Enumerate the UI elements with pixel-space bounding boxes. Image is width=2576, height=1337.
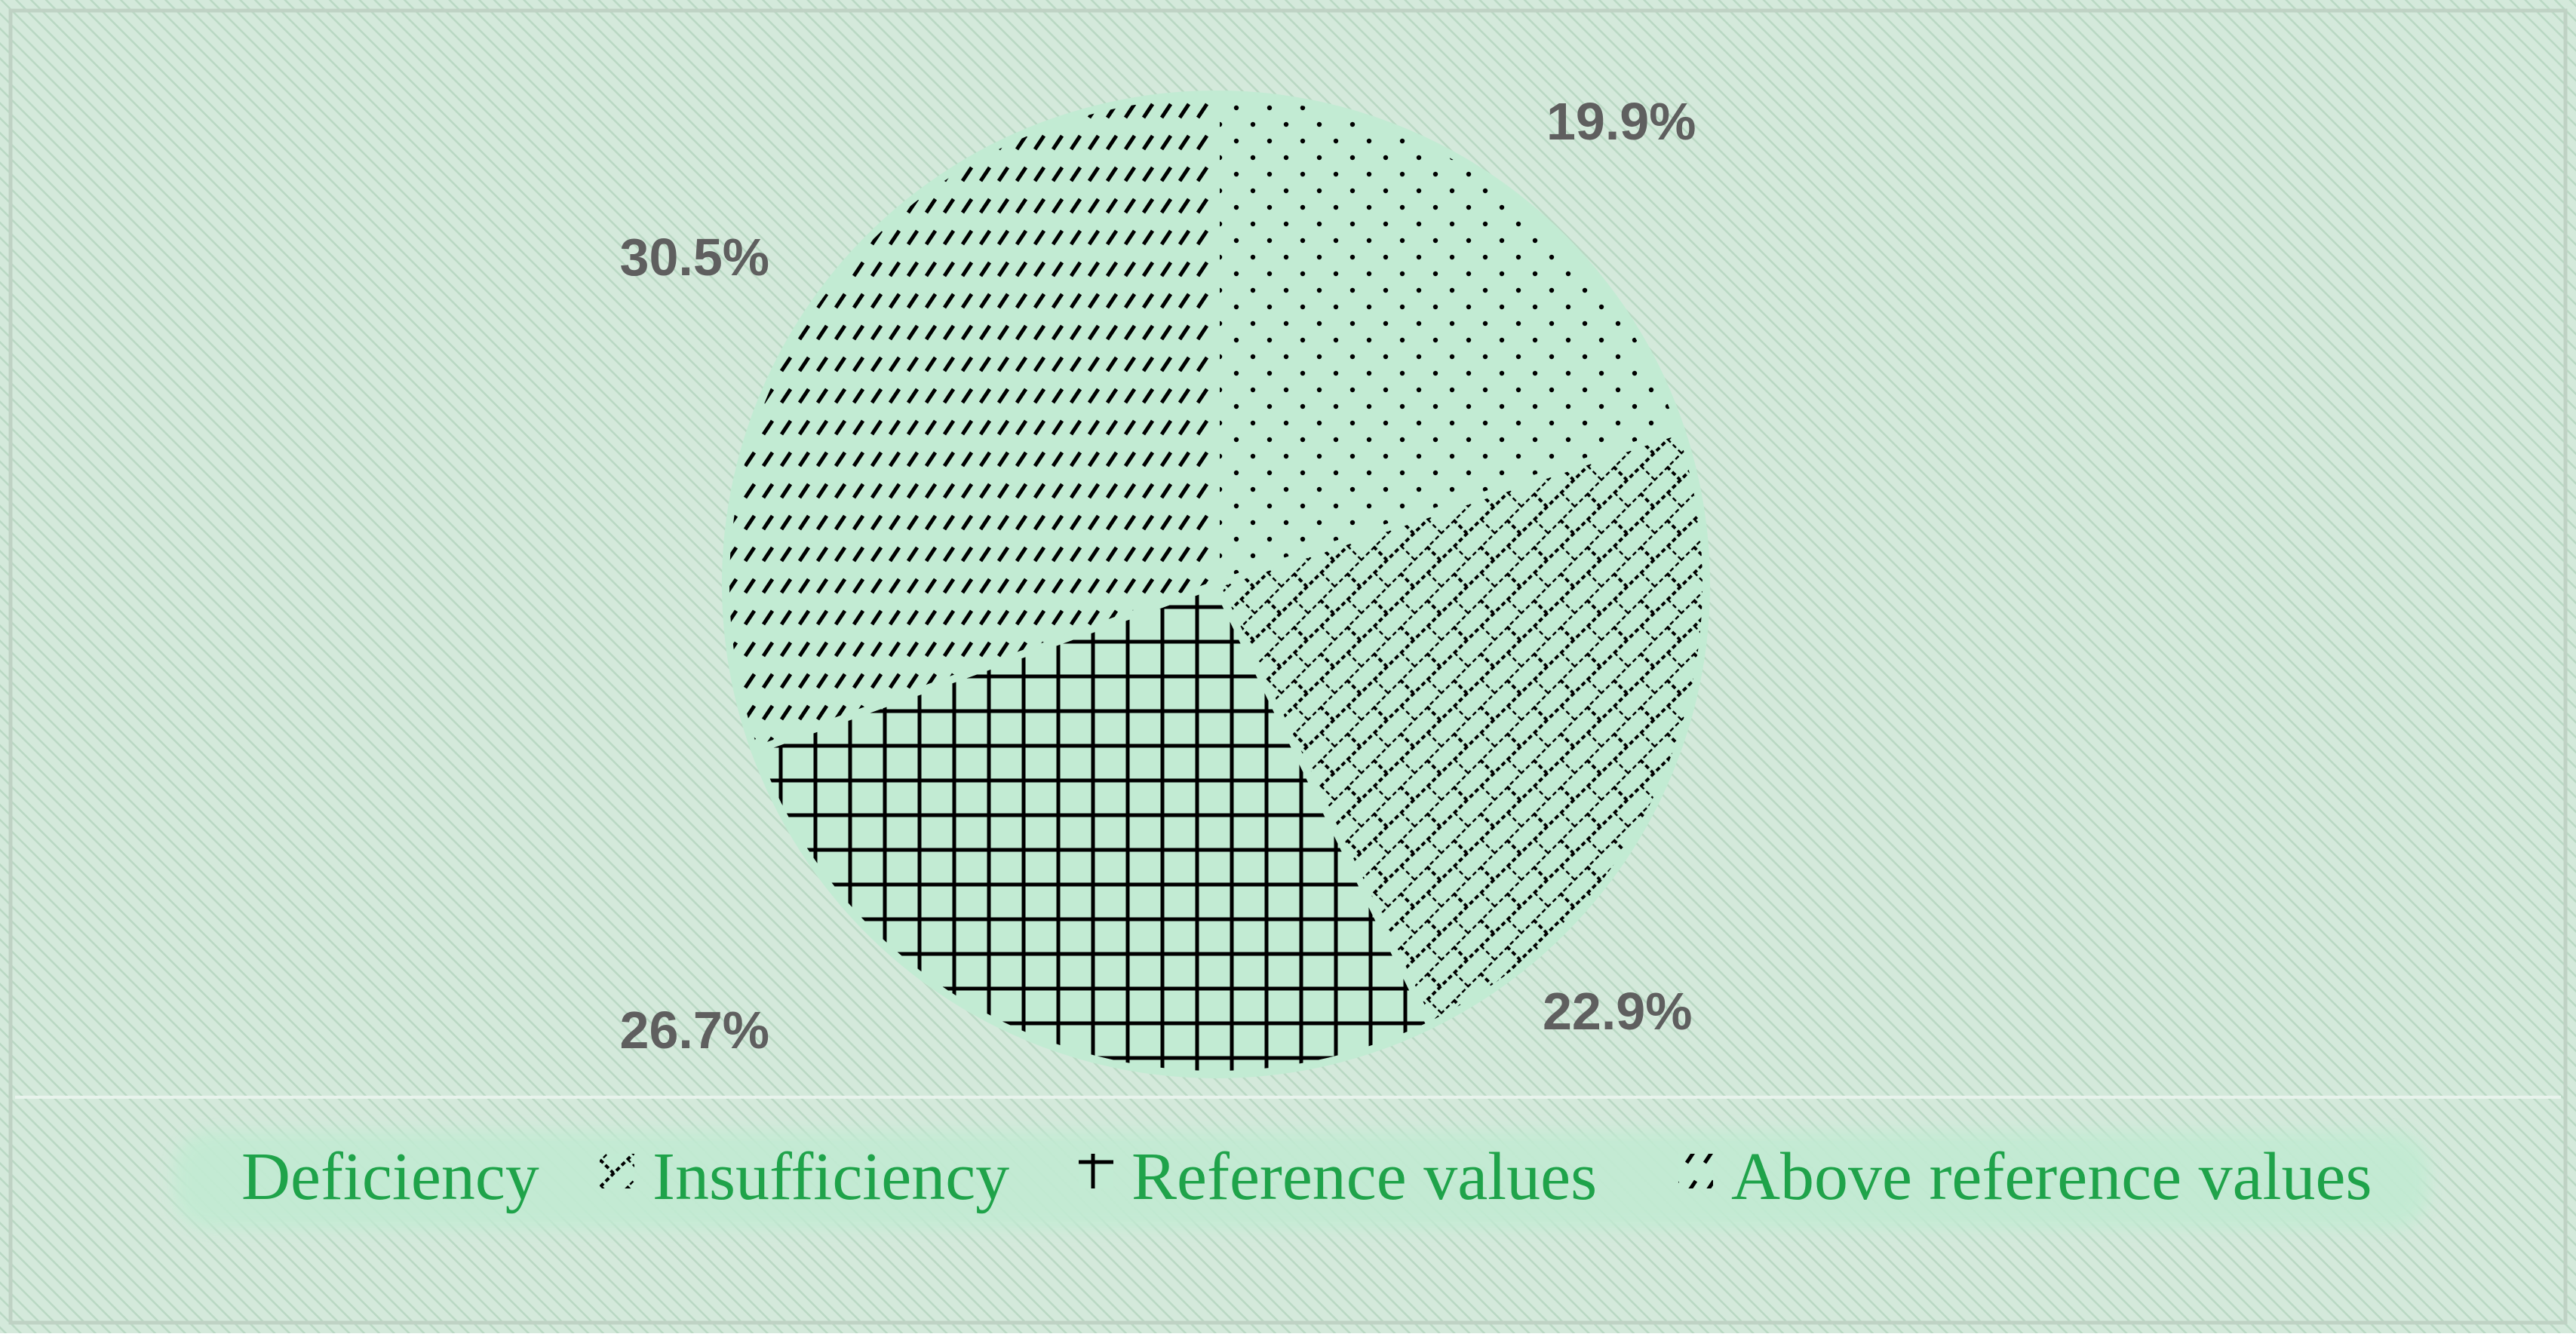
labels-layer: 19.9% 22.9% 26.7% 30.5% — [620, 92, 1696, 1059]
legend-label-deficiency: Deficiency — [241, 1139, 539, 1214]
legend-swatch-insufficiency — [600, 1154, 634, 1188]
chart-frame — [8, 8, 2568, 1325]
slice-label-insufficiency: 22.9% — [1543, 982, 1692, 1041]
slice-label-above-reference-values: 30.5% — [620, 228, 769, 287]
legend: Deficiency Insufficiency Reference values A… — [173, 1131, 2429, 1229]
slice-label-reference-values: 26.7% — [620, 1001, 769, 1059]
slice-label-deficiency: 19.9% — [1546, 92, 1696, 151]
legend-swatch-reference-values — [1079, 1154, 1113, 1188]
slices-layer — [722, 90, 1710, 1078]
legend-label-above-reference-values: Above reference values — [1731, 1139, 2372, 1214]
pie-slice-above-reference-values — [722, 90, 1220, 756]
legend-swatch-above-reference-values — [1678, 1154, 1713, 1188]
pie-slice-insufficiency — [1211, 425, 1710, 1031]
legend-label-insufficiency: Insufficiency — [652, 1139, 1009, 1214]
pie-slice-deficiency — [1212, 90, 1687, 590]
pie-slice-reference-values — [749, 579, 1435, 1078]
legend-label-reference-values: Reference values — [1131, 1139, 1597, 1214]
legend-glow — [173, 1131, 2429, 1229]
